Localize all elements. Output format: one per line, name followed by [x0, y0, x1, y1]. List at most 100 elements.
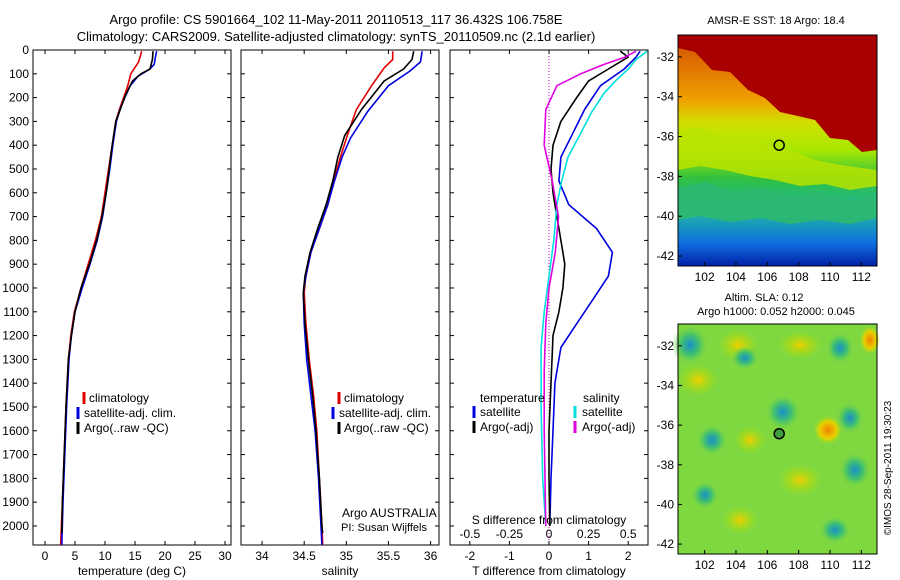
y-tick-label: 900: [9, 257, 29, 271]
legend-label-argo: Argo(..raw -QC): [84, 421, 169, 435]
sla-map-frame: [677, 323, 878, 555]
series-line-s-satellite: [540, 50, 648, 527]
x-tick-label: 0: [546, 549, 553, 563]
series-line-climatology: [59, 51, 143, 545]
y-tick-label: 1200: [2, 329, 29, 343]
legend-header-salinity: salinity: [583, 391, 620, 405]
sla-low-eddy: [731, 346, 759, 370]
series-line-satellite: [61, 51, 158, 545]
argo-float-marker: [773, 427, 785, 440]
y-tick-label: 800: [9, 233, 29, 247]
legend-label-s-satellite: satellite: [582, 405, 623, 419]
y-tick-label: 1600: [2, 424, 29, 438]
map-x-tick-label: 102: [695, 270, 715, 284]
imos-credit-label: ©IMOS 28-Sep-2011 19:30:23: [883, 400, 894, 535]
sla-map-ticks: 102 104 106 108 110 112 -32 -34 -36 -38 -40 -42: [657, 339, 872, 572]
y-tick-label: 1800: [2, 471, 29, 485]
y-tick-label: 600: [9, 186, 29, 200]
map-y-tick-label: -38: [657, 458, 675, 472]
salinity-axes-frame: [240, 49, 440, 546]
sla-high-eddy: [778, 331, 822, 359]
figure-title-line1: Argo profile: CS 5901664_102 11-May-2011…: [110, 12, 563, 27]
sst-map-ticks: 102 104 106 108 110 112 -32 -34 -36 -38 -40 -42: [657, 50, 872, 284]
argo-float-marker: [773, 139, 785, 151]
sla-high-eddy: [678, 364, 718, 396]
salinity-lines: [302, 51, 423, 545]
map-x-tick-label: 110: [820, 270, 839, 284]
legend-label-s-argo: Argo(-adj): [582, 420, 635, 434]
legend-label-satellite: satellite-adj. clim.: [339, 406, 431, 420]
sst-map-title: AMSR-E SST: 18 Argo: 18.4: [707, 15, 845, 27]
series-line-s-argo: [543, 50, 637, 527]
sla-high-eddy: [722, 506, 758, 534]
x-tick-label: 35.5: [377, 549, 401, 563]
legend-label-argo: Argo(..raw -QC): [344, 421, 429, 435]
x-tick-label: 2: [625, 549, 632, 563]
sst-front-band: [678, 128, 877, 190]
y-tick-label: 1900: [2, 495, 29, 509]
sst-mid-band: [678, 182, 877, 224]
map-x-tick-label: 104: [726, 558, 746, 572]
y-tick-label: 100: [9, 67, 29, 81]
map-x-tick-label: 112: [852, 270, 871, 284]
map-x-tick-label: 102: [695, 558, 715, 572]
map-y-tick-label: -32: [657, 339, 675, 353]
figure-title-line2: Climatology: CARS2009. Satellite-adjuste…: [77, 29, 596, 44]
sla-map-panel: Altim. SLA: 0.12 Argo h1000: 0.052 h2000…: [657, 292, 894, 572]
y-tick-label: 1100: [3, 305, 29, 319]
y-tick-label: 1500: [2, 400, 29, 414]
map-y-tick-label: -36: [657, 130, 675, 144]
y-tick-label: 0: [22, 43, 29, 57]
y-tick-label: 200: [9, 91, 29, 105]
salinity-ticks: 34 34.5 35 35.5 36: [241, 49, 439, 563]
map-y-tick-label: -42: [657, 249, 675, 263]
x-tick-label: 5: [72, 549, 79, 563]
x2-tick-label: 0.25: [577, 527, 601, 541]
legend-label-climatology: climatology: [89, 391, 149, 405]
y-tick-label: 1000: [2, 281, 29, 295]
legend-header-temperature: temperature: [480, 391, 545, 405]
difference-ticks: -2 -1 0 1 2 -0.5 -0.25 0 0.25 0.5: [450, 49, 648, 563]
x-tick-label: 15: [128, 549, 142, 563]
sla-map-title-line1: Altim. SLA: 0.12: [725, 292, 804, 304]
series-line-t-argo: [548, 50, 630, 527]
y-tick-label: 1700: [2, 448, 29, 462]
sla-low-eddy: [826, 332, 854, 364]
map-y-tick-label: -38: [657, 169, 675, 183]
map-x-tick-label: 104: [726, 270, 746, 284]
map-y-tick-label: -40: [657, 497, 675, 511]
temperature-ticks: 0100200300400500600700800900100011001200…: [2, 43, 232, 563]
series-line-argo: [302, 51, 415, 534]
y-tick-label: 700: [9, 210, 29, 224]
x-tick-label: 1: [585, 549, 592, 563]
sla-low-eddy: [836, 402, 864, 434]
x2-tick-label: -0.25: [496, 527, 524, 541]
sla-map-field: [672, 324, 880, 554]
map-x-tick-label: 108: [789, 270, 809, 284]
series-line-argo: [61, 51, 154, 534]
sla-low-eddy: [691, 481, 719, 509]
salinity-annotation-line1: Argo AUSTRALIA: [342, 506, 437, 520]
x-tick-label: 0: [42, 549, 49, 563]
temperature-axes-frame: [32, 49, 232, 546]
y-tick-label: 500: [9, 162, 29, 176]
map-y-tick-label: -34: [657, 378, 675, 392]
map-y-tick-label: -40: [657, 209, 675, 223]
x-tick-label: 25: [188, 549, 202, 563]
temperature-legend: climatology satellite-adj. clim. Argo(..…: [76, 391, 176, 435]
x-tick-label: 10: [98, 549, 112, 563]
y-tick-label: 300: [9, 114, 29, 128]
x-tick-label: -2: [464, 549, 475, 563]
map-x-tick-label: 110: [820, 558, 839, 572]
map-y-tick-label: -42: [657, 537, 675, 551]
x-tick-label: 20: [158, 549, 172, 563]
y-tick-label: 2000: [2, 519, 29, 533]
y-tick-label: 400: [9, 138, 29, 152]
x2-tick-label: -0.5: [459, 527, 480, 541]
map-y-tick-label: -34: [657, 90, 675, 104]
x2-tick-label: 0.5: [620, 527, 637, 541]
map-y-tick-label: -36: [657, 418, 675, 432]
legend-label-climatology: climatology: [344, 391, 404, 405]
sst-map-frame: [677, 34, 878, 267]
